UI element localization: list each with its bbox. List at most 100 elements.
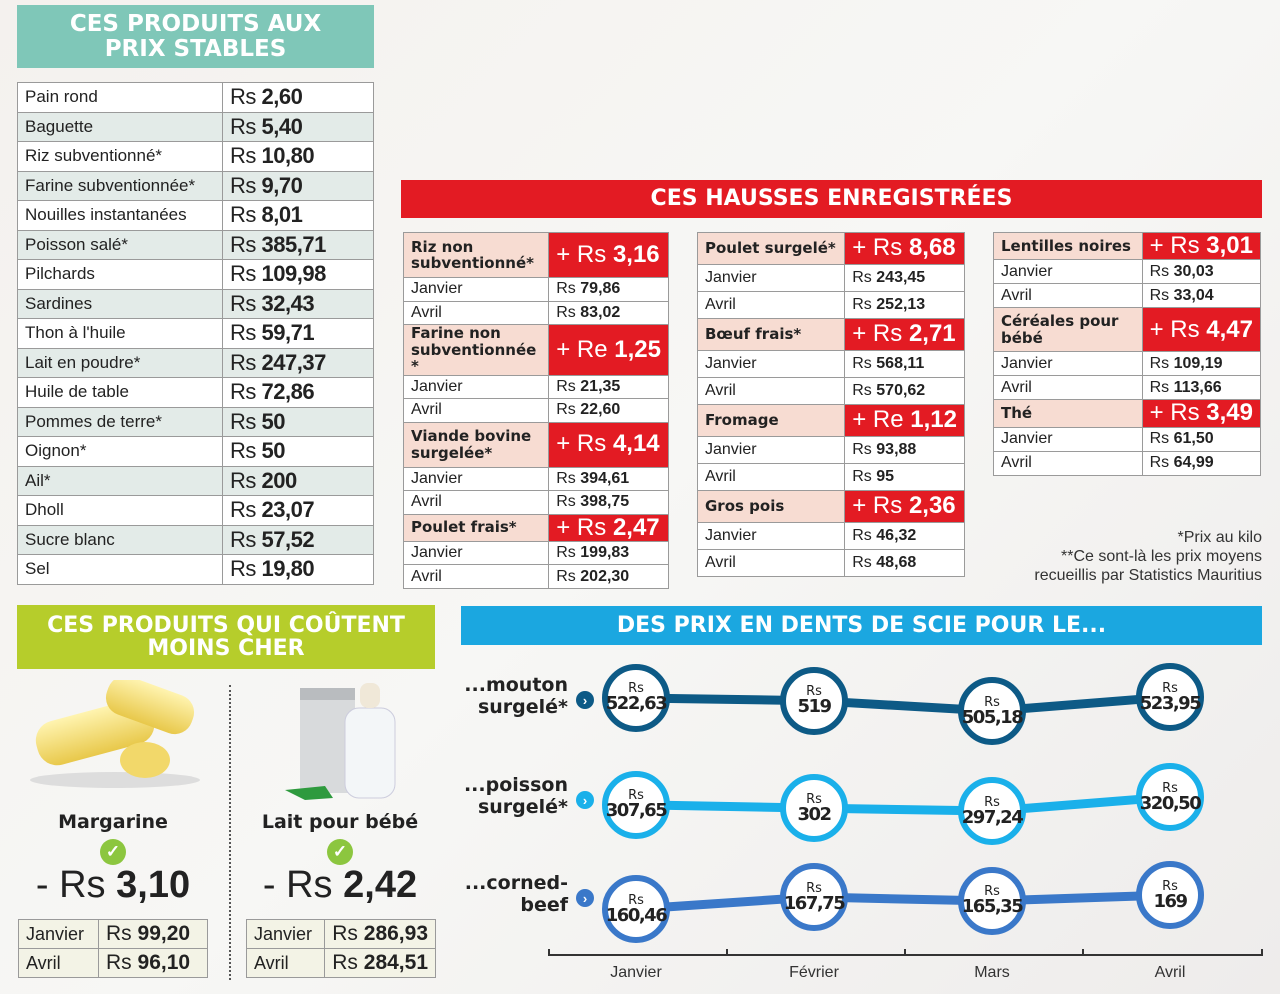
product-name: Poulet surgelé* (696, 232, 846, 265)
increase-prefix: + Re (556, 335, 615, 363)
check-icon: ✓ (100, 839, 126, 865)
price-value: 10,80 (261, 143, 315, 169)
price-value: Rs 21,35 (548, 374, 669, 399)
table-row: Nouilles instantanées Rs 8,01 (17, 200, 374, 231)
table-row: Pommes de terre* Rs 50 (17, 406, 374, 437)
product-name: Lentilles noires (993, 231, 1143, 261)
price-amount: 33,04 (1173, 286, 1214, 304)
currency: Rs (556, 280, 576, 298)
increase-value: 1,12 (910, 406, 957, 434)
decrease-amount: - Rs 2,42 (230, 864, 450, 907)
product-price: Rs 10,80 (222, 141, 374, 172)
table-row: Sardines Rs 32,43 (17, 288, 374, 319)
price-value: Rs 113,66 (1141, 375, 1262, 401)
stable-prices-table: Pain rond Rs 2,60 Baguette Rs 5,40 Riz subve… (17, 82, 374, 585)
price-amount: 394,61 (580, 469, 630, 487)
price-table: Janvier Rs 99,20 Avril Rs 96,10 (18, 919, 208, 978)
data-label: 302 (797, 803, 832, 825)
increase-prefix: + Rs (1149, 232, 1207, 259)
increase-prefix: + Rs (1149, 315, 1207, 343)
product-name: Nouilles instantanées (17, 200, 223, 231)
product-header-row: Gros pois + Rs 2,36 (696, 490, 965, 523)
table-row: Janvier Rs 21,35 (402, 374, 669, 399)
x-tick-label: Février (789, 964, 839, 981)
increase-value: 2,36 (908, 492, 956, 520)
product-name: Poulet frais* (402, 513, 550, 542)
currency: Rs (332, 951, 358, 974)
product-name: Riz non subventionné* (402, 232, 550, 278)
price-amount: 83,02 (580, 303, 621, 321)
currency: Rs (230, 290, 256, 316)
price-amount: 243,45 (876, 269, 926, 286)
table-row: Janvier Rs 243,45 (696, 264, 965, 292)
increase-prefix: + Rs (852, 320, 909, 348)
product-name: Sel (17, 554, 223, 585)
price-amount: 284,51 (363, 951, 428, 974)
currency: Rs (230, 320, 256, 346)
price-amount: 252,13 (876, 296, 926, 313)
currency: Rs (106, 951, 132, 974)
price-value: 50 (261, 408, 286, 434)
price-value: 23,07 (261, 497, 315, 523)
price-value: 247,37 (261, 349, 327, 375)
price-amount: 64,99 (1173, 454, 1214, 472)
data-label: 297,24 (961, 806, 1024, 828)
product-price: Rs 59,71 (222, 318, 374, 349)
price-amount: 96,10 (137, 951, 191, 974)
month-label: Avril (402, 300, 550, 325)
currency: Rs (1162, 780, 1178, 796)
month-label: Avril (245, 948, 326, 978)
product-name: Thon à l'huile (17, 318, 223, 349)
increase-badge: + Rs 2,36 (844, 490, 965, 523)
price-amount: 199,83 (580, 544, 630, 562)
product-name: Ail* (17, 465, 223, 496)
price-amount: 30,03 (1173, 262, 1214, 280)
product-header-row: Poulet frais* + Rs 2,47 (402, 513, 669, 542)
chevron-right-icon: › (576, 889, 594, 907)
currency: Rs (230, 172, 256, 198)
currency: Rs (984, 694, 1000, 710)
increase-badge: + Rs 2,71 (844, 318, 965, 351)
table-row: Thon à l'huile Rs 59,71 (17, 318, 374, 349)
data-point: Rs 505,18 (958, 677, 1026, 745)
increases-table-3: Lentilles noires + Rs 3,01 Janvier Rs 30,03… (993, 231, 1262, 476)
price-value: Rs 64,99 (1141, 450, 1262, 476)
currency: Rs (230, 438, 256, 464)
currency: Rs (1149, 430, 1170, 448)
table-row: Janvier Rs 93,88 (696, 436, 965, 464)
table-row: Ail* Rs 200 (17, 465, 374, 496)
currency: Rs (230, 231, 256, 257)
product-name: Huile de table (17, 377, 223, 408)
footnote: *Prix au kilo **Ce sont-là les prix moye… (1034, 528, 1262, 585)
currency: Rs (556, 567, 576, 585)
currency: Rs (852, 382, 872, 399)
product-price: Rs 109,98 (222, 259, 374, 290)
increase-value: 4,47 (1206, 315, 1253, 343)
product-header-row: Riz non subventionné* + Rs 3,16 (402, 232, 669, 278)
price-value: Rs 46,32 (844, 522, 965, 550)
product-name: Lait pour bébé (261, 811, 419, 833)
data-point: Rs 302 (780, 774, 848, 843)
increase-value: 1,25 (614, 335, 661, 363)
table-row: Pain rond Rs 2,60 (17, 82, 374, 113)
table-row: Poisson salé* Rs 385,71 (17, 229, 374, 260)
increase-prefix: + Re (852, 406, 911, 434)
currency: Rs (556, 544, 576, 562)
price-amount: 21,35 (580, 377, 621, 395)
currency: Rs (1149, 286, 1170, 304)
month-label: Janvier (18, 919, 99, 949)
data-point: Rs 160,46 (602, 875, 670, 943)
price-amount: 61,50 (1173, 430, 1214, 448)
increases-table-1: Riz non subventionné* + Rs 3,16 Janvier Rs … (402, 232, 669, 589)
currency: Rs (556, 469, 576, 487)
series-label: ...corned-beef (464, 872, 568, 916)
month-label: Avril (402, 564, 550, 589)
data-point: Rs 519 (780, 666, 848, 735)
table-row: Riz subventionné* Rs 10,80 (17, 141, 374, 172)
currency: Rs (556, 303, 576, 321)
table-row: Avril Rs 284,51 (245, 948, 436, 978)
currency: Rs (628, 892, 644, 908)
series-line (635, 792, 1171, 816)
x-tick-label: Janvier (610, 964, 662, 981)
product-price: Rs 385,71 (222, 229, 374, 260)
